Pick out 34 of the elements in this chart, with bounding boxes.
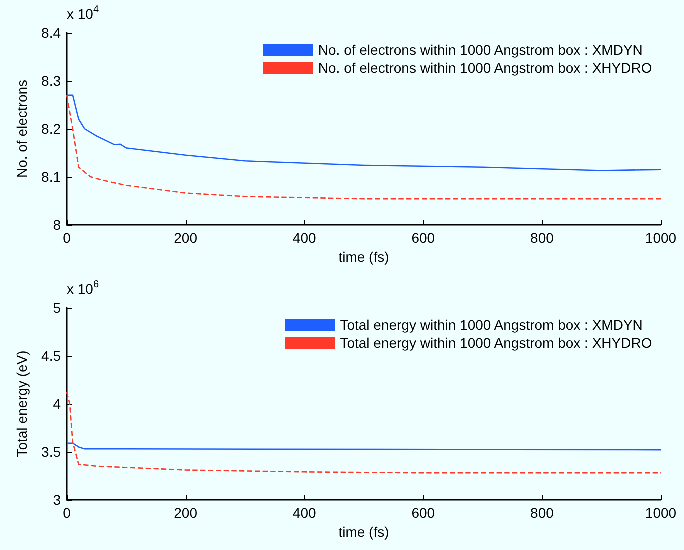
y-axis-title: No. of electrons [14, 80, 30, 178]
y-tick-label: 8 [53, 217, 62, 233]
x-tick-label: 1000 [645, 505, 677, 521]
legend-label: Total energy within 1000 Angstrom box : XMDYN [340, 317, 643, 333]
x-tick-label: 400 [292, 230, 316, 246]
x-tick-label: 0 [63, 505, 72, 521]
x-tick-label: 800 [530, 505, 554, 521]
y-tick-label: 4 [53, 396, 62, 412]
line-series [66, 94, 662, 172]
x-tick-label: 600 [412, 230, 436, 246]
x-tick-label: 400 [292, 505, 316, 521]
y-tick-label: 3 [53, 492, 62, 508]
y-tick-label: 8.2 [42, 121, 62, 137]
line-series [66, 392, 662, 474]
y-tick-label: 8.3 [42, 73, 62, 89]
x-axis-title: time (fs) [338, 524, 390, 540]
line-series [66, 442, 662, 451]
legend-label: No. of electrons within 1000 Angstrom box : XMDYN [318, 42, 643, 58]
line-series [66, 94, 662, 200]
x-tick-label: 0 [63, 230, 72, 246]
x-tick-label: 1000 [645, 230, 677, 246]
x-tick-label: 200 [174, 230, 198, 246]
x-tick-label: 200 [174, 505, 198, 521]
y-tick-label: 3.5 [42, 444, 62, 460]
legend-label: Total energy within 1000 Angstrom box : XHYDRO [340, 335, 652, 351]
y-tick-label: 4.5 [42, 348, 62, 364]
x-tick-label: 600 [412, 505, 436, 521]
x-tick-label: 800 [530, 230, 554, 246]
y-axis-title: Total energy (eV) [14, 350, 30, 458]
y-tick-label: 5 [53, 300, 62, 316]
legend-label: No. of electrons within 1000 Angstrom box : XHYDRO [318, 60, 652, 76]
x-axis-title: time (fs) [338, 248, 390, 265]
y-tick-label: 8.4 [42, 25, 62, 41]
y-tick-label: 8.1 [42, 169, 62, 185]
